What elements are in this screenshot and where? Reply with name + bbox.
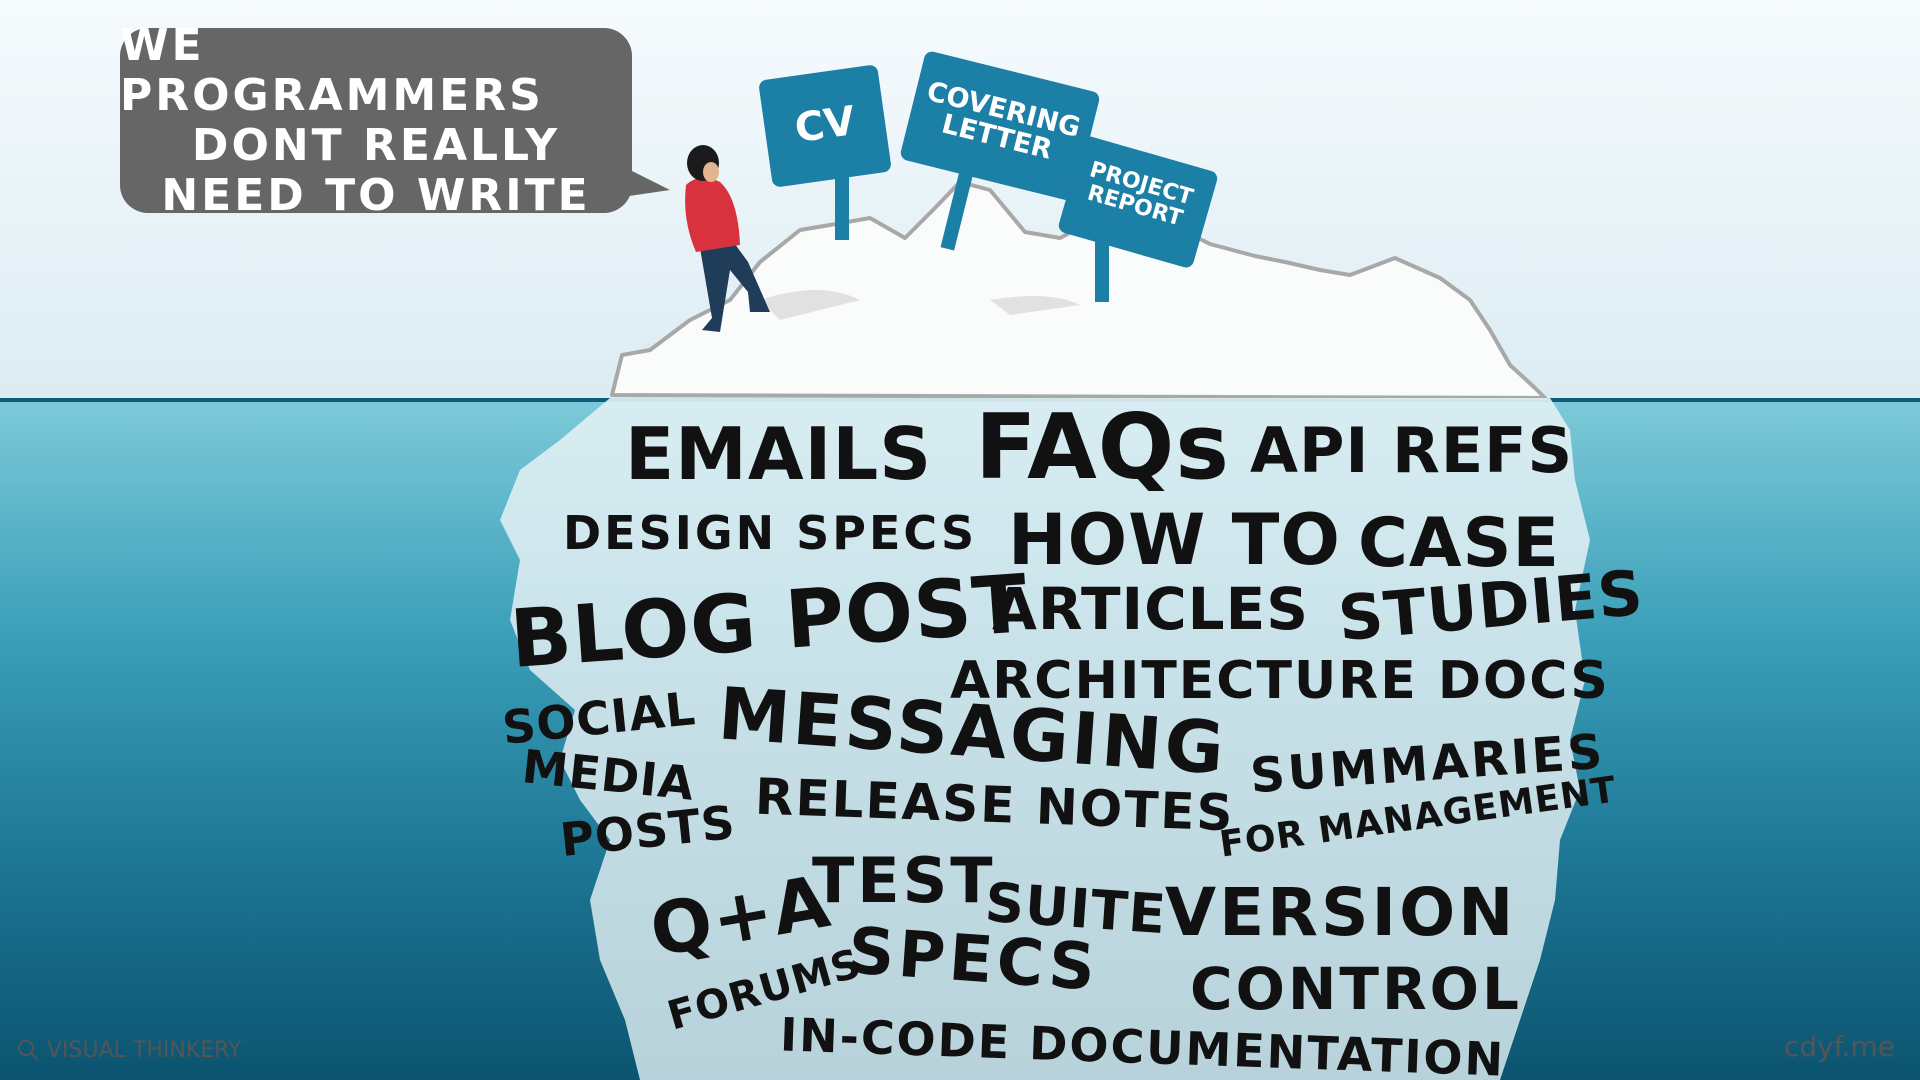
ice-shadow xyxy=(990,296,1080,315)
word-architecture-docs: ARCHITECTURE DOCS xyxy=(950,651,1610,711)
iceberg-underwater xyxy=(500,398,1590,1080)
speech-bubble: WE PROGRAMMERS DONT REALLY NEED TO WRITE xyxy=(120,20,632,220)
word-test: TEST xyxy=(812,844,996,917)
word-specs: SPECS xyxy=(845,914,1102,1006)
word-control: CONTROL xyxy=(1190,955,1522,1023)
word-emails: EMAILS xyxy=(625,412,933,496)
word-articles: ARTICLES xyxy=(992,575,1310,643)
credit-right: cdyf.me xyxy=(1784,1030,1895,1063)
word-how-to: HOW TO xyxy=(1008,499,1341,581)
speech-line-1: WE PROGRAMMERS xyxy=(120,19,544,121)
word-api-refs: API REFS xyxy=(1250,414,1574,487)
covering-letter-sign-post xyxy=(940,169,974,251)
project-report-sign-board xyxy=(1058,136,1218,268)
credit-left: VISUAL THINKERY xyxy=(16,1038,241,1063)
word-faqs: FAQs xyxy=(975,395,1230,500)
cv-sign-board xyxy=(759,65,891,187)
speech-line-2: DONT REALLY xyxy=(191,119,561,171)
magnifier-icon xyxy=(18,1040,38,1060)
word-version: VERSION xyxy=(1165,874,1517,951)
credit-left-text: VISUAL THINKERY xyxy=(47,1038,242,1063)
word-case: CASE xyxy=(1358,504,1560,583)
speech-line-3: NEED TO WRITE xyxy=(161,169,591,221)
word-design-specs: DESIGN SPECS xyxy=(563,506,978,560)
project-report-sign-post xyxy=(1095,240,1109,302)
ice-shadow xyxy=(760,290,860,320)
programmer-figure xyxy=(685,145,770,332)
covering-letter-sign-board xyxy=(900,51,1100,201)
